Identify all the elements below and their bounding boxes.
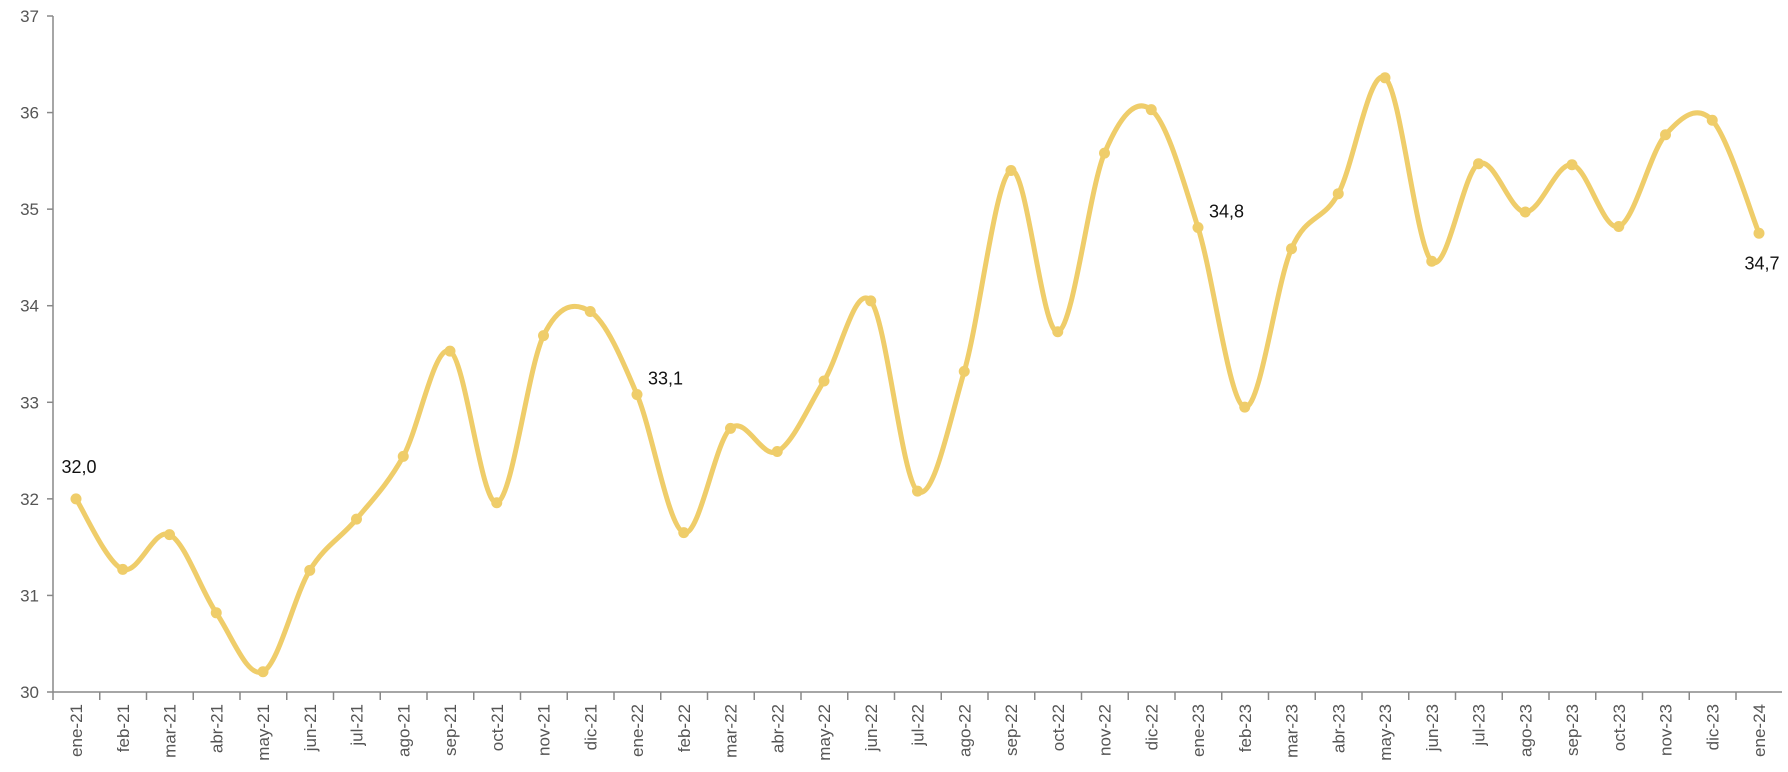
x-tick-label: ene-23 [1189,704,1208,757]
data-point [1239,401,1251,413]
data-point [1286,243,1297,255]
data-point [865,295,877,307]
x-tick-label: nov-22 [1096,704,1115,756]
data-point [538,330,549,342]
x-tick-label: jun-22 [862,704,881,752]
data-label: 33,1 [648,369,683,389]
data-point [771,446,783,458]
data-point [912,485,923,497]
data-label: 32,0 [61,457,96,477]
data-point [725,422,736,434]
x-tick-label: jun-21 [301,704,320,752]
x-tick-label: dic-21 [581,704,600,750]
y-tick-label: 30 [20,683,39,702]
x-tick-label: nov-23 [1657,704,1676,756]
x-tick-label: ago-23 [1516,704,1535,757]
y-tick-label: 35 [20,200,39,219]
y-tick-label: 37 [20,7,39,26]
data-point [117,563,129,575]
data-point [1519,206,1531,218]
x-tick-label: ene-22 [628,704,647,757]
x-tick-label: abr-22 [768,704,787,753]
x-tick-label: may-23 [1376,704,1395,761]
data-point [818,375,830,387]
y-axis-ticks: 30 31 32 33 34 35 36 37 [20,7,53,702]
data-point [304,564,316,576]
data-point [1706,114,1718,126]
x-tick-label: feb-22 [675,704,694,752]
x-tick-label: may-22 [815,704,834,761]
x-tick-label: sep-22 [1002,704,1021,756]
data-point [491,497,503,509]
data-labels: 32,0 33,1 34,8 34,7 [61,201,1779,476]
y-tick-label: 33 [20,393,39,412]
x-tick-label: may-21 [254,704,273,761]
x-tick-label: ene-21 [67,704,86,757]
x-tick-label: oct-21 [488,704,507,751]
data-point [1660,129,1671,141]
x-tick-label: oct-22 [1049,704,1068,751]
data-point [584,306,596,318]
data-label: 34,7 [1744,253,1779,273]
x-tick-label: abr-23 [1329,704,1348,753]
x-tick-label: ago-21 [394,704,413,757]
x-tick-label: nov-21 [535,704,554,756]
x-axis-ticks: ene-21 feb-21 mar-21 abr-21 may-21 jun-21 jul-… [52,692,1769,761]
x-tick-label: feb-21 [114,704,133,752]
x-tick-label: sep-21 [441,704,460,756]
x-tick-label: feb-23 [1236,704,1255,752]
data-point [351,513,362,525]
x-tick-label: sep-23 [1563,704,1582,756]
data-point [1753,227,1765,239]
series-line [73,74,1762,675]
data-point [1473,158,1484,170]
x-tick-label: mar-22 [722,704,741,758]
data-point [444,345,456,357]
data-points [70,72,1765,678]
y-tick-label: 36 [20,104,39,123]
x-tick-label: jul-22 [909,704,928,747]
data-point [1192,221,1204,233]
x-tick-label: jul-21 [348,704,367,747]
x-tick-label: abr-21 [207,704,226,753]
y-tick-label: 31 [20,586,39,605]
x-tick-label: ago-22 [955,704,974,757]
data-label: 34,8 [1209,201,1244,221]
y-tick-label: 34 [20,297,39,316]
data-point [257,666,269,678]
data-point [1099,147,1110,159]
data-point [1052,326,1064,338]
x-tick-label: dic-23 [1703,704,1722,750]
data-point [1613,221,1625,233]
y-tick-label: 32 [20,490,39,509]
data-point [1145,104,1157,116]
x-tick-label: dic-22 [1142,704,1161,750]
data-point [397,450,409,462]
data-point [1426,255,1438,267]
x-tick-label: oct-23 [1610,704,1629,751]
data-point [958,365,970,377]
data-point [164,529,175,541]
data-point [1005,165,1017,177]
data-point [1566,159,1578,171]
x-tick-label: mar-23 [1283,704,1302,758]
x-tick-label: jul-23 [1470,704,1489,747]
data-point [678,527,690,539]
x-tick-label: ene-24 [1750,704,1769,757]
data-point [70,493,82,505]
data-point [1379,72,1391,84]
data-point [631,389,643,401]
data-point [210,607,222,619]
data-point [1332,188,1344,200]
x-tick-label: mar-21 [161,704,180,758]
x-tick-label: jun-23 [1423,704,1442,752]
